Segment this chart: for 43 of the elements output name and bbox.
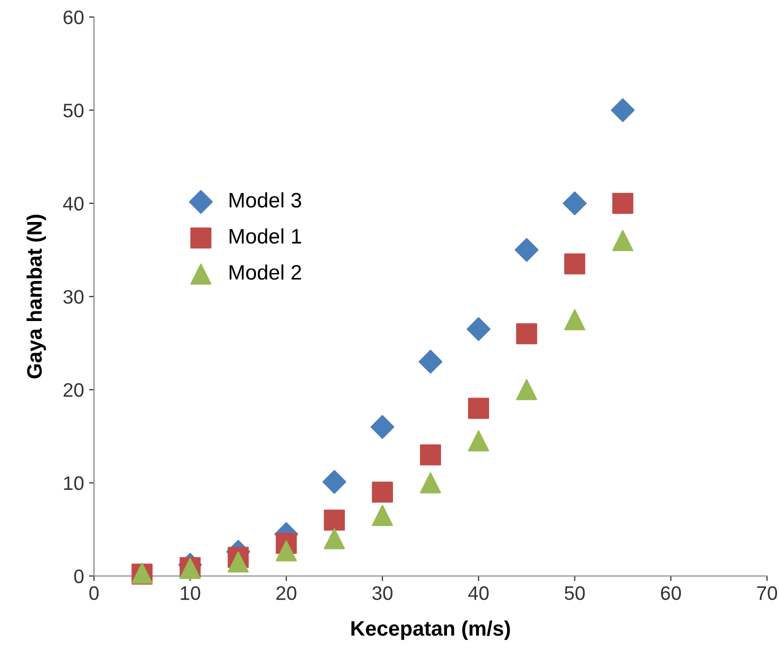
x-tick-label: 60 [661, 586, 681, 600]
x-tick-label: 50 [564, 586, 585, 600]
point [372, 504, 393, 526]
x-tick-label: 10 [180, 586, 200, 600]
y-axis-title: Gaya hambat (N) [26, 214, 46, 378]
point [468, 430, 490, 452]
x-axis-title: Kecepatan (m/s) [351, 620, 510, 640]
point [612, 230, 634, 252]
legend-label: Model 1 [230, 228, 302, 244]
point [612, 192, 634, 214]
point [228, 552, 249, 573]
y-tick-label: 40 [63, 196, 84, 211]
point [564, 253, 586, 274]
x-tick-label: 40 [468, 586, 489, 600]
point [324, 528, 345, 550]
point [610, 98, 635, 122]
point [516, 323, 538, 344]
x-tick-label: 20 [276, 586, 296, 600]
x-tick-label: 70 [757, 586, 778, 600]
point [564, 309, 586, 330]
point [466, 317, 490, 341]
x-tick-label: 0 [89, 586, 99, 600]
point [468, 398, 490, 419]
point [514, 238, 539, 262]
point [322, 470, 346, 494]
y-tick-label: 60 [64, 10, 84, 24]
point [372, 482, 393, 503]
point [562, 191, 587, 216]
y-tick-label: 0 [74, 569, 84, 584]
point [418, 350, 442, 374]
y-tick-label: 20 [64, 383, 84, 397]
x-tick-label: 30 [372, 586, 392, 600]
y-tick-label: 10 [64, 476, 84, 490]
legend-label: Model 3 [230, 192, 302, 208]
y-tick-label: 50 [63, 104, 84, 118]
point [516, 379, 538, 400]
point [420, 472, 442, 494]
legend-label: Model 2 [230, 264, 302, 280]
point [276, 540, 297, 562]
point [324, 510, 345, 531]
point [370, 415, 394, 439]
y-tick-label: 30 [63, 290, 84, 304]
point [420, 444, 442, 466]
